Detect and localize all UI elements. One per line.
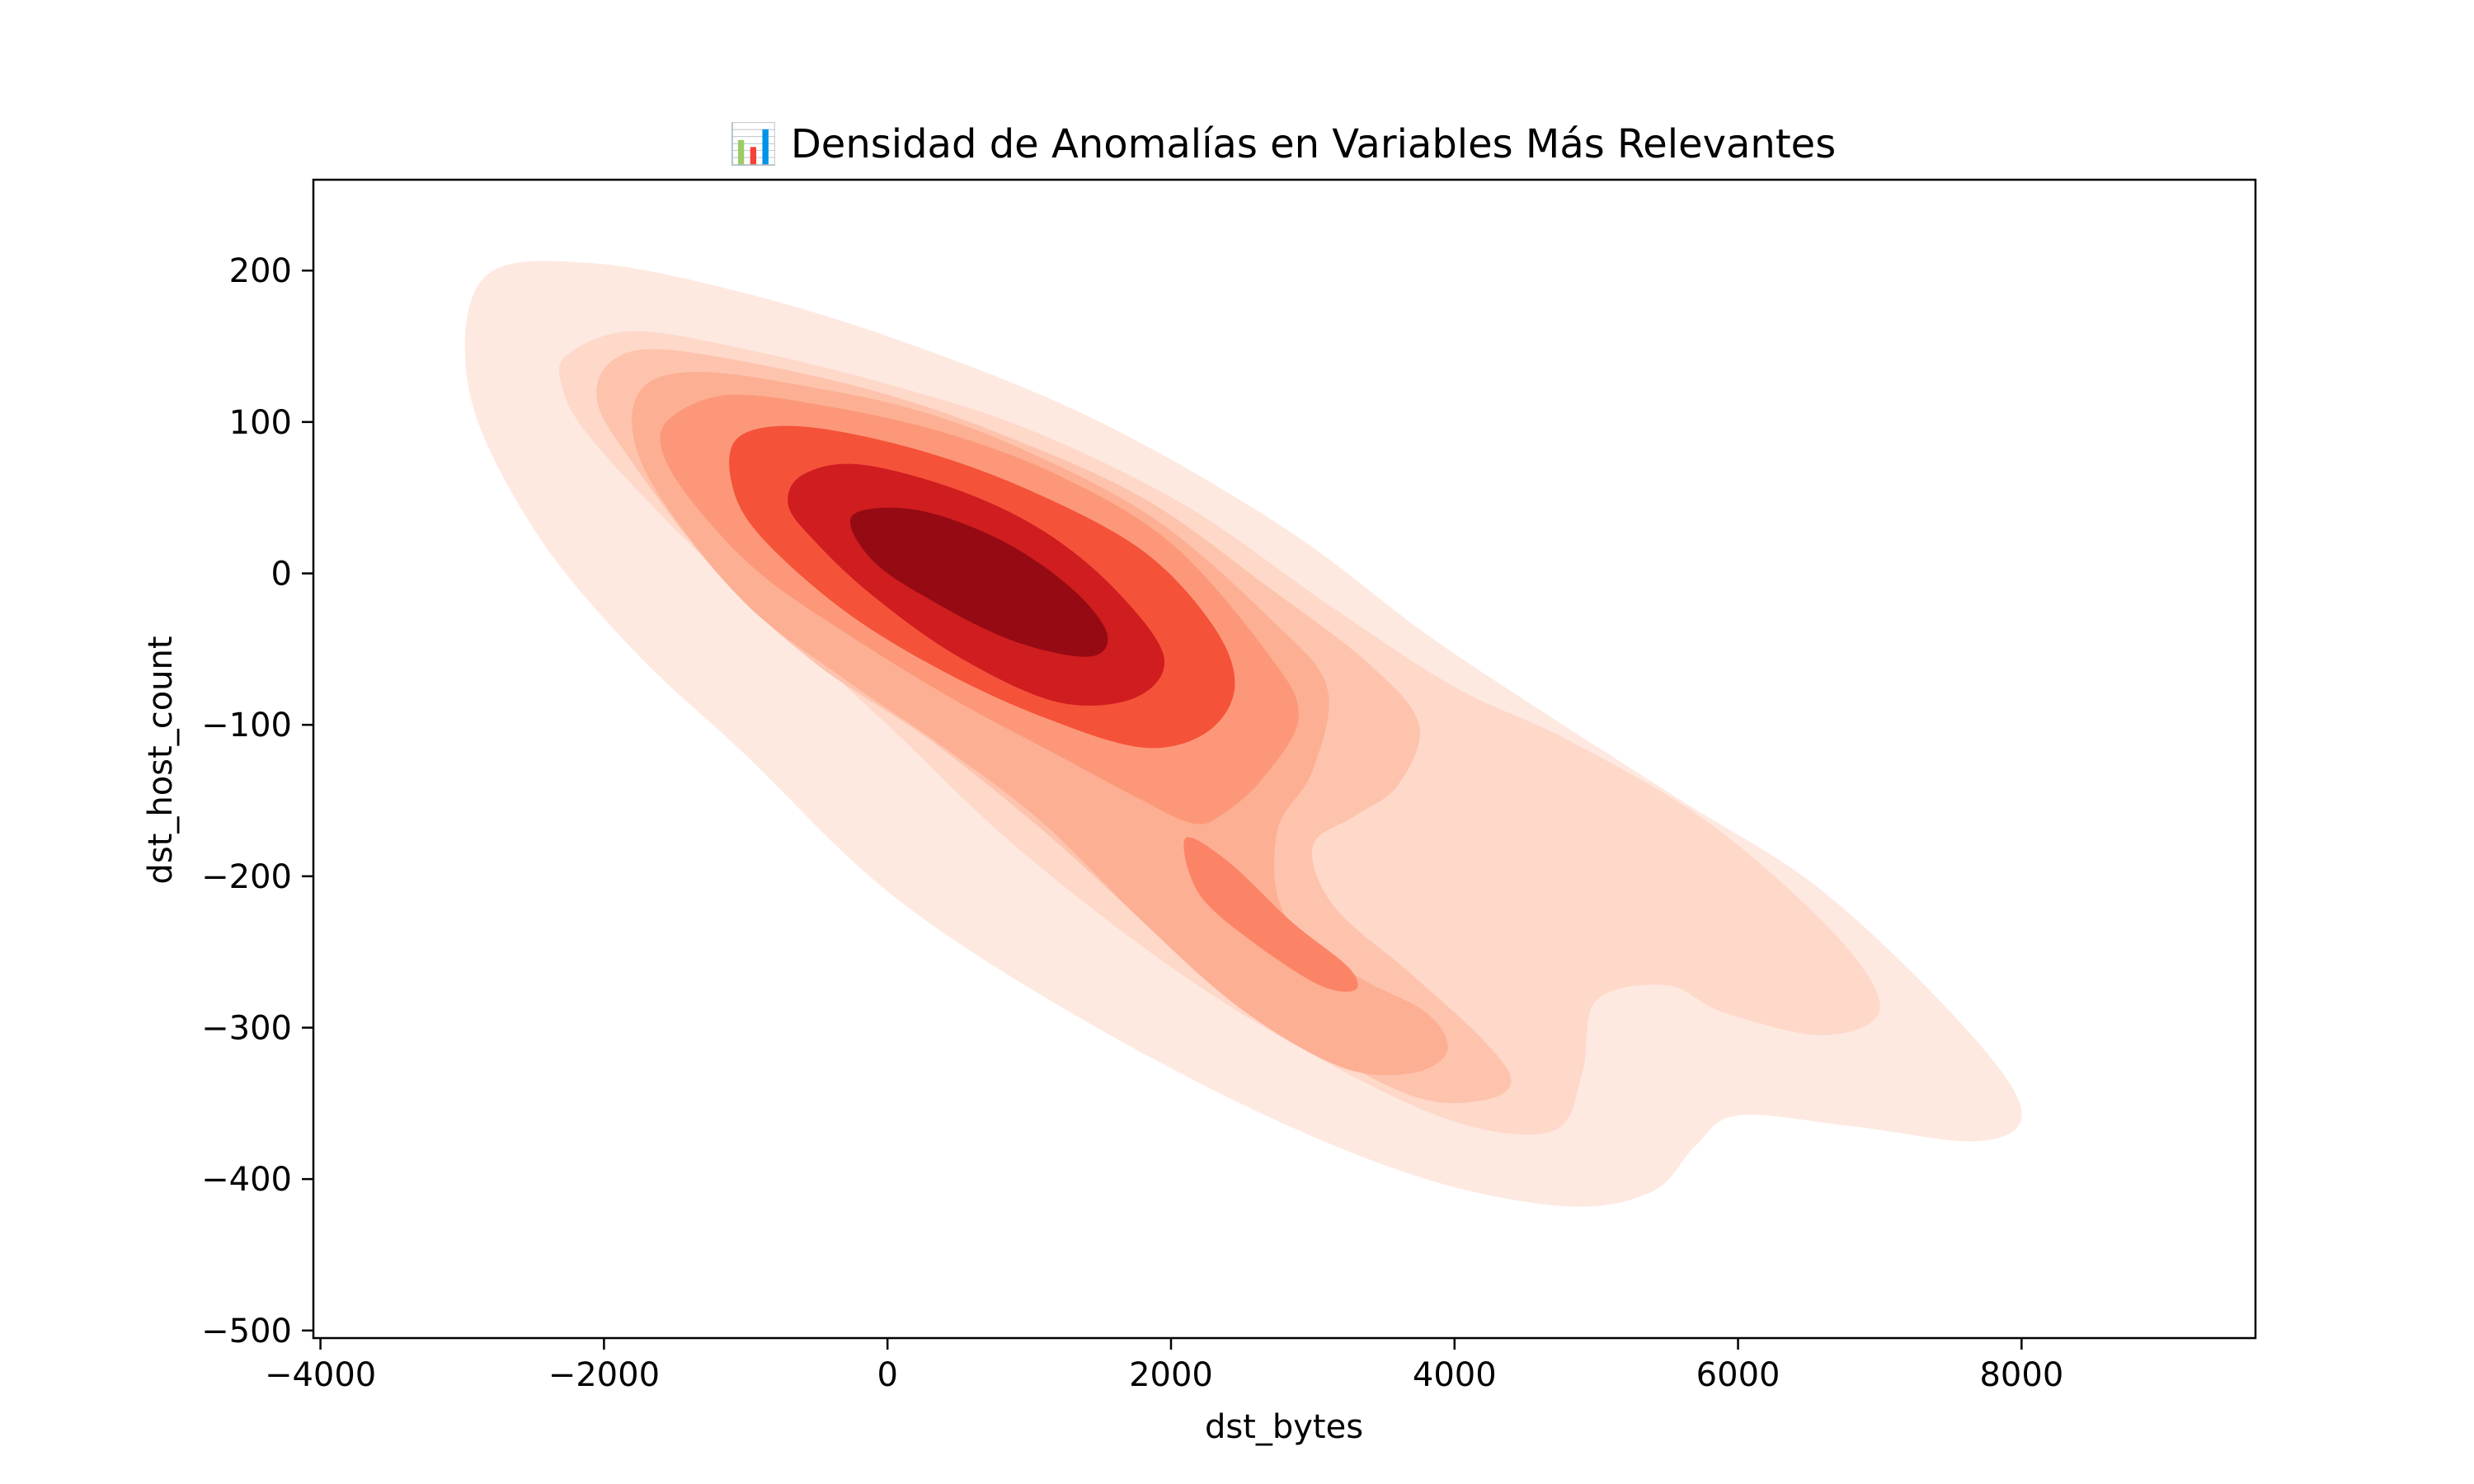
plot-frame <box>312 178 2257 1340</box>
y-tick-label: −400 <box>201 1161 292 1199</box>
x-tick-label: 0 <box>877 1356 897 1394</box>
x-axis-label: dst_bytes <box>1205 1408 1363 1446</box>
chart-title: 📊 Densidad de Anomalías en Variables Más… <box>729 121 1836 167</box>
x-tick-label: −2000 <box>548 1356 660 1394</box>
y-axis-label: dst_host_count <box>142 636 180 884</box>
y-tick-label: 100 <box>229 404 292 442</box>
density-contours <box>464 261 2022 1207</box>
x-tick-label: −4000 <box>265 1356 376 1394</box>
y-tick-label: −200 <box>201 858 292 896</box>
x-axis: −4000 −2000 0 2000 4000 6000 8000 <box>265 1338 2063 1394</box>
x-tick-label: 6000 <box>1696 1356 1780 1394</box>
y-tick-label: −300 <box>201 1009 292 1047</box>
y-tick-label: 200 <box>229 252 292 290</box>
density-contour-level-8 <box>849 507 1108 657</box>
y-tick-label: 0 <box>271 556 292 594</box>
x-tick-label: 2000 <box>1129 1356 1213 1394</box>
x-tick-label: 8000 <box>1979 1356 2063 1394</box>
y-tick-label: −500 <box>201 1313 292 1350</box>
density-contour-level-5-secondary <box>1183 837 1358 992</box>
x-tick-label: 4000 <box>1413 1356 1497 1394</box>
y-axis: 200 100 0 −100 −200 −300 −400 −500 <box>201 252 313 1350</box>
y-tick-label: −100 <box>201 707 292 744</box>
